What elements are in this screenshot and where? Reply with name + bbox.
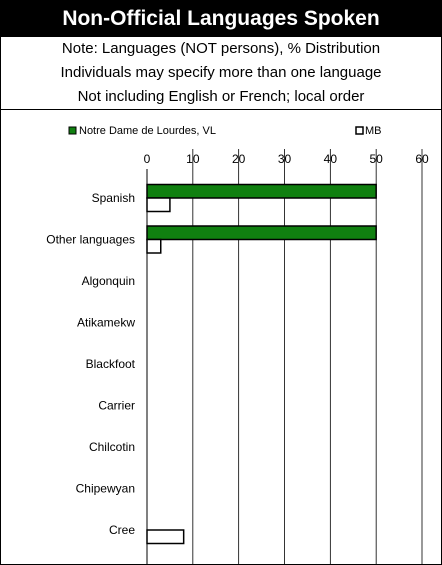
x-tick-label: 40 — [324, 152, 338, 166]
gridlines — [192, 149, 423, 564]
notes-block: Note: Languages (NOT persons), % Distrib… — [1, 37, 441, 110]
bar-notre-dame — [146, 183, 377, 199]
category-label: Chilcotin — [89, 440, 135, 454]
x-tick-label: 0 — [144, 152, 151, 166]
bars — [146, 183, 377, 545]
category-label: Blackfoot — [86, 357, 136, 371]
category-label: Chipewyan — [76, 482, 135, 496]
note-line-1: Note: Languages (NOT persons), % Distrib… — [61, 40, 381, 57]
x-tick-label: 20 — [232, 152, 246, 166]
bar-chart: Notre Dame de Lourdes, VL MB 0 10 20 30 40 50… — [46, 125, 429, 564]
legend-swatch-notre-dame — [68, 126, 77, 135]
category-label: Atikamekw — [77, 316, 135, 330]
category-labels: Spanish Other languages Algonquin Atikamekw… — [46, 191, 136, 537]
x-tick-label: 30 — [278, 152, 292, 166]
legend-label-mb: MB — [365, 125, 382, 137]
category-label: Spanish — [92, 191, 135, 205]
legend-swatch-mb — [355, 126, 364, 135]
x-tick-label: 60 — [415, 152, 429, 166]
bar-mb — [146, 529, 185, 545]
x-tick-label: 10 — [186, 152, 200, 166]
category-label: Algonquin — [82, 274, 135, 288]
category-label: Cree — [109, 523, 135, 537]
note-line-2: Individuals may specify more than one la… — [60, 64, 382, 81]
legend-label-notre-dame: Notre Dame de Lourdes, VL — [79, 125, 216, 137]
chart-title: Non-Official Languages Spoken — [1, 1, 441, 37]
bar-mb — [146, 238, 162, 254]
legend: Notre Dame de Lourdes, VL MB — [68, 125, 382, 137]
note-line-3: Not including English or French; local o… — [77, 88, 365, 105]
bar-mb — [146, 197, 171, 213]
category-label: Carrier — [98, 399, 135, 413]
bar-notre-dame — [146, 225, 377, 241]
category-label: Other languages — [46, 233, 135, 247]
x-axis-ticks: 0 10 20 30 40 50 60 — [144, 152, 429, 166]
x-tick-label: 50 — [369, 152, 383, 166]
